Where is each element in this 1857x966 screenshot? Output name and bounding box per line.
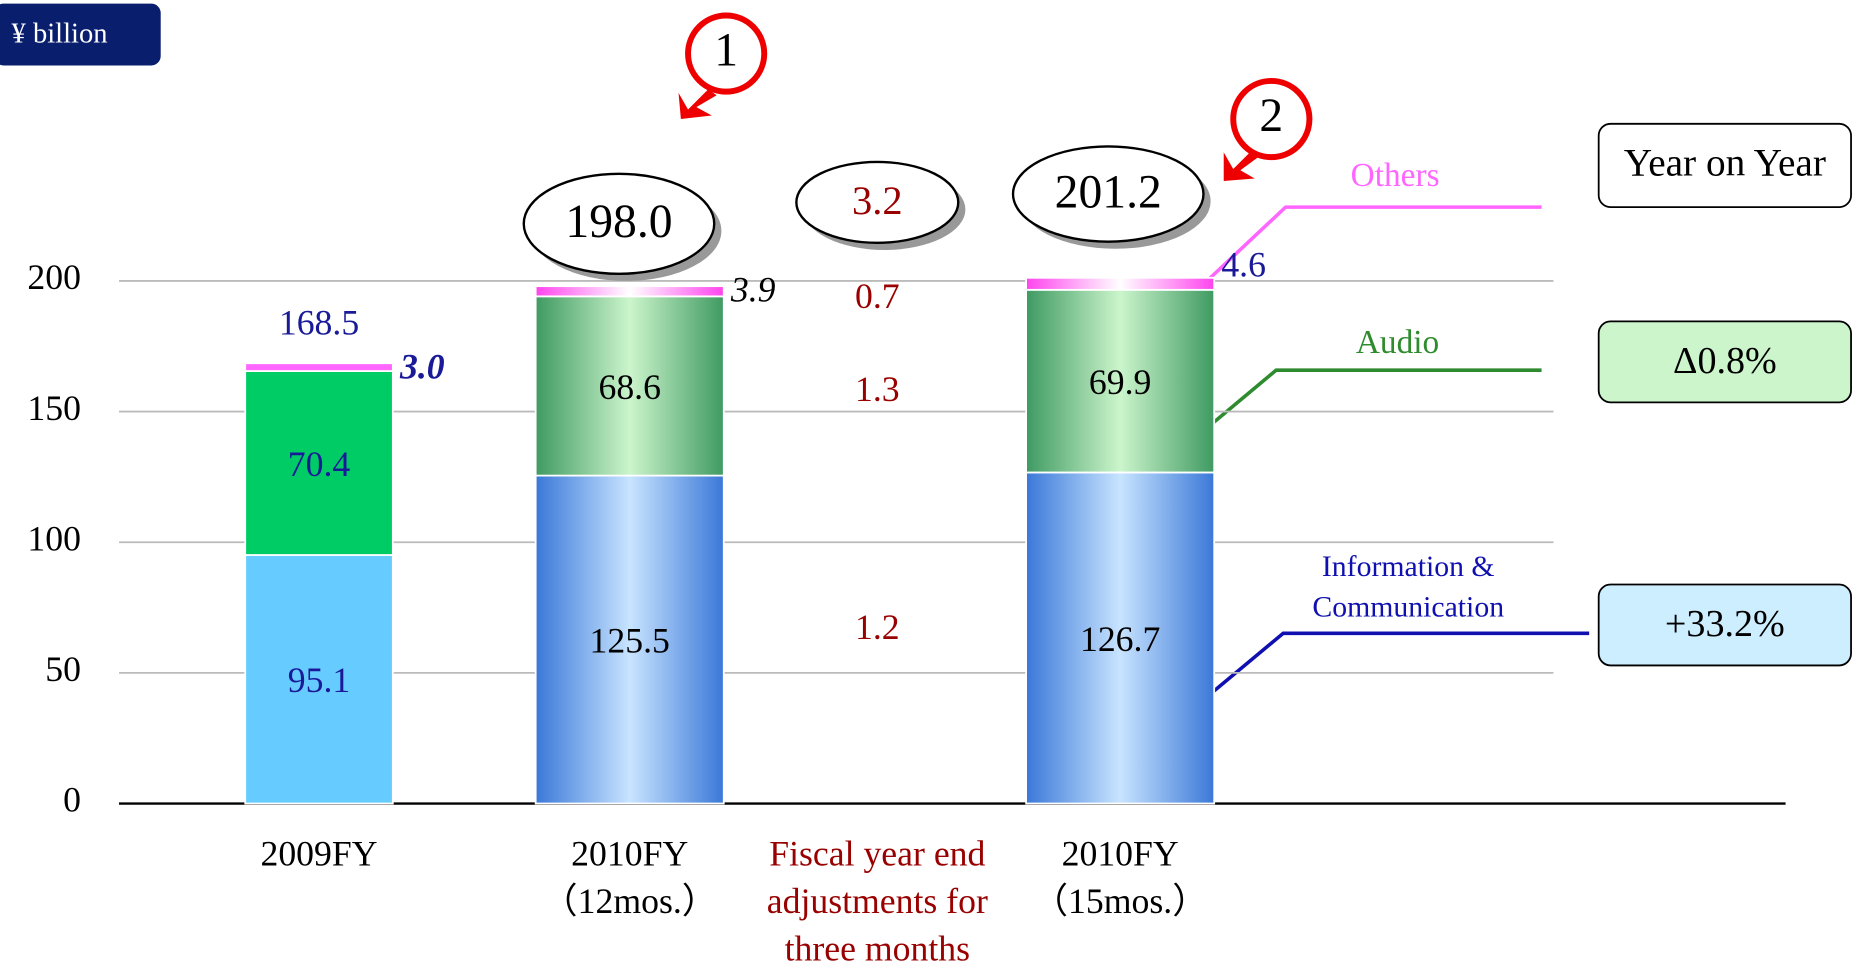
y-tick-label: 50: [45, 649, 81, 689]
marker-2: [1223, 77, 1313, 181]
series-name: Information &: [1322, 550, 1495, 583]
total-ellipse: [522, 172, 716, 275]
x-tick-label: adjustments for: [767, 881, 988, 921]
x-tick-label: 2010FY: [571, 833, 688, 873]
value-label: 125.5: [590, 621, 670, 661]
bar-segment: [1025, 471, 1216, 805]
marker-1: [678, 12, 768, 120]
yoy-audio: Δ0.8%: [1673, 340, 1777, 382]
value-label: 126.7: [1080, 619, 1160, 659]
leader-info: [1203, 631, 1590, 701]
bar-segment: [534, 295, 725, 477]
x-tick-label: （12mos.）: [542, 881, 718, 921]
marker-label: 1: [714, 25, 738, 77]
unit-label: ¥ billion: [12, 18, 108, 49]
value-label: 3.9: [730, 269, 776, 309]
adjustment-value: 1.2: [855, 607, 900, 647]
total-ellipse: [1011, 145, 1205, 243]
x-tick-label: Fiscal year end: [769, 833, 985, 873]
value-label: 4.6: [1221, 244, 1266, 284]
value-label: 3.0: [399, 347, 445, 387]
yoy-info: +33.2%: [1665, 603, 1785, 645]
y-tick-label: 200: [27, 257, 81, 297]
total-label: 3.2: [852, 178, 903, 223]
y-tick-label: 150: [27, 388, 81, 428]
value-label: 70.4: [288, 444, 351, 484]
marker-label: 2: [1259, 90, 1283, 142]
x-tick-label: （15mos.）: [1032, 881, 1208, 921]
series-name: Audio: [1356, 324, 1439, 361]
yoy-audio-box: [1597, 320, 1852, 404]
yoy-info-box: [1597, 583, 1852, 667]
total-label: 168.5: [279, 302, 359, 342]
total-ellipse: [795, 160, 960, 245]
value-label: 68.6: [598, 367, 660, 407]
yoy-title: Year on Year: [1624, 142, 1826, 185]
x-tick-label: 2010FY: [1062, 833, 1179, 873]
y-tick-label: 0: [63, 780, 81, 820]
bar-segment: [1025, 276, 1216, 291]
bar-segment: [244, 370, 394, 556]
x-tick-label: 2009FY: [260, 833, 377, 873]
series-name: Others: [1351, 157, 1440, 194]
x-tick-label: three months: [785, 928, 970, 966]
value-label: 95.1: [288, 660, 350, 700]
bar-segment: [534, 474, 725, 805]
total-label: 198.0: [565, 196, 672, 248]
leader-others: [1207, 205, 1542, 282]
y-tick-label: 100: [27, 518, 81, 558]
value-label: 69.9: [1089, 362, 1151, 402]
bar-segment: [244, 362, 394, 372]
adjustment-value: 1.3: [855, 369, 900, 409]
bar-segment: [534, 285, 725, 298]
adjustment-value: 0.7: [855, 276, 900, 316]
bar-segment: [1025, 288, 1216, 474]
yoy-title-box: [1597, 122, 1852, 209]
total-label: 201.2: [1055, 166, 1162, 218]
unit-box: [0, 3, 161, 66]
leader-audio: [1195, 368, 1542, 439]
bar-segment: [244, 554, 394, 805]
series-name: Communication: [1312, 590, 1504, 623]
